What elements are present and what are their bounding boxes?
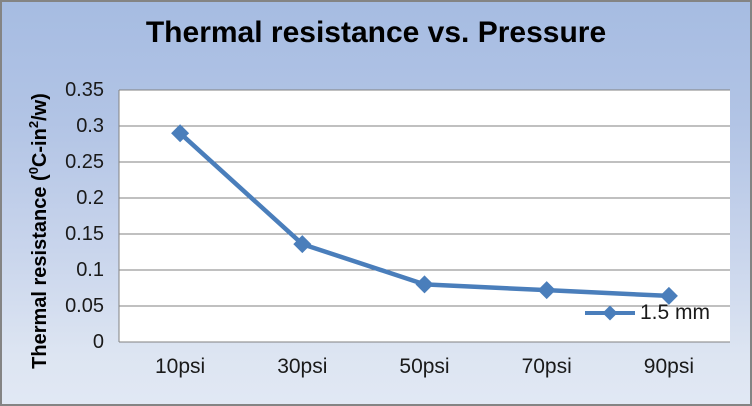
y-tick-label: 0.3: [76, 115, 104, 137]
y-tick-label: 0.2: [76, 187, 104, 209]
data-point-diamond: [293, 235, 312, 254]
legend: 1.5 mm: [585, 300, 710, 326]
x-tick-label: 50psi: [399, 355, 450, 378]
y-tick-label: 0.25: [65, 151, 104, 173]
x-tick-label: 10psi: [154, 355, 206, 378]
y-tick-label: 0: [92, 331, 104, 353]
data-point-diamond: [415, 275, 434, 294]
legend-series-label: 1.5 mm: [640, 301, 711, 324]
y-tick-label: 0.35: [65, 79, 104, 101]
x-tick-label: 30psi: [277, 355, 328, 378]
y-tick-label: 0.05: [65, 295, 104, 317]
plot-background: [119, 90, 730, 342]
y-tick-label: 0.15: [65, 223, 104, 245]
legend-line-diamond-icon: [585, 305, 635, 321]
data-point-diamond: [537, 281, 556, 300]
x-tick-label: 90psi: [643, 355, 694, 378]
y-tick-label: 0.1: [76, 259, 104, 281]
chart-title: Thermal resistance vs. Pressure: [145, 16, 607, 49]
x-tick-label: 70psi: [521, 355, 572, 378]
data-point-diamond: [659, 286, 678, 305]
data-point-diamond: [171, 124, 190, 143]
